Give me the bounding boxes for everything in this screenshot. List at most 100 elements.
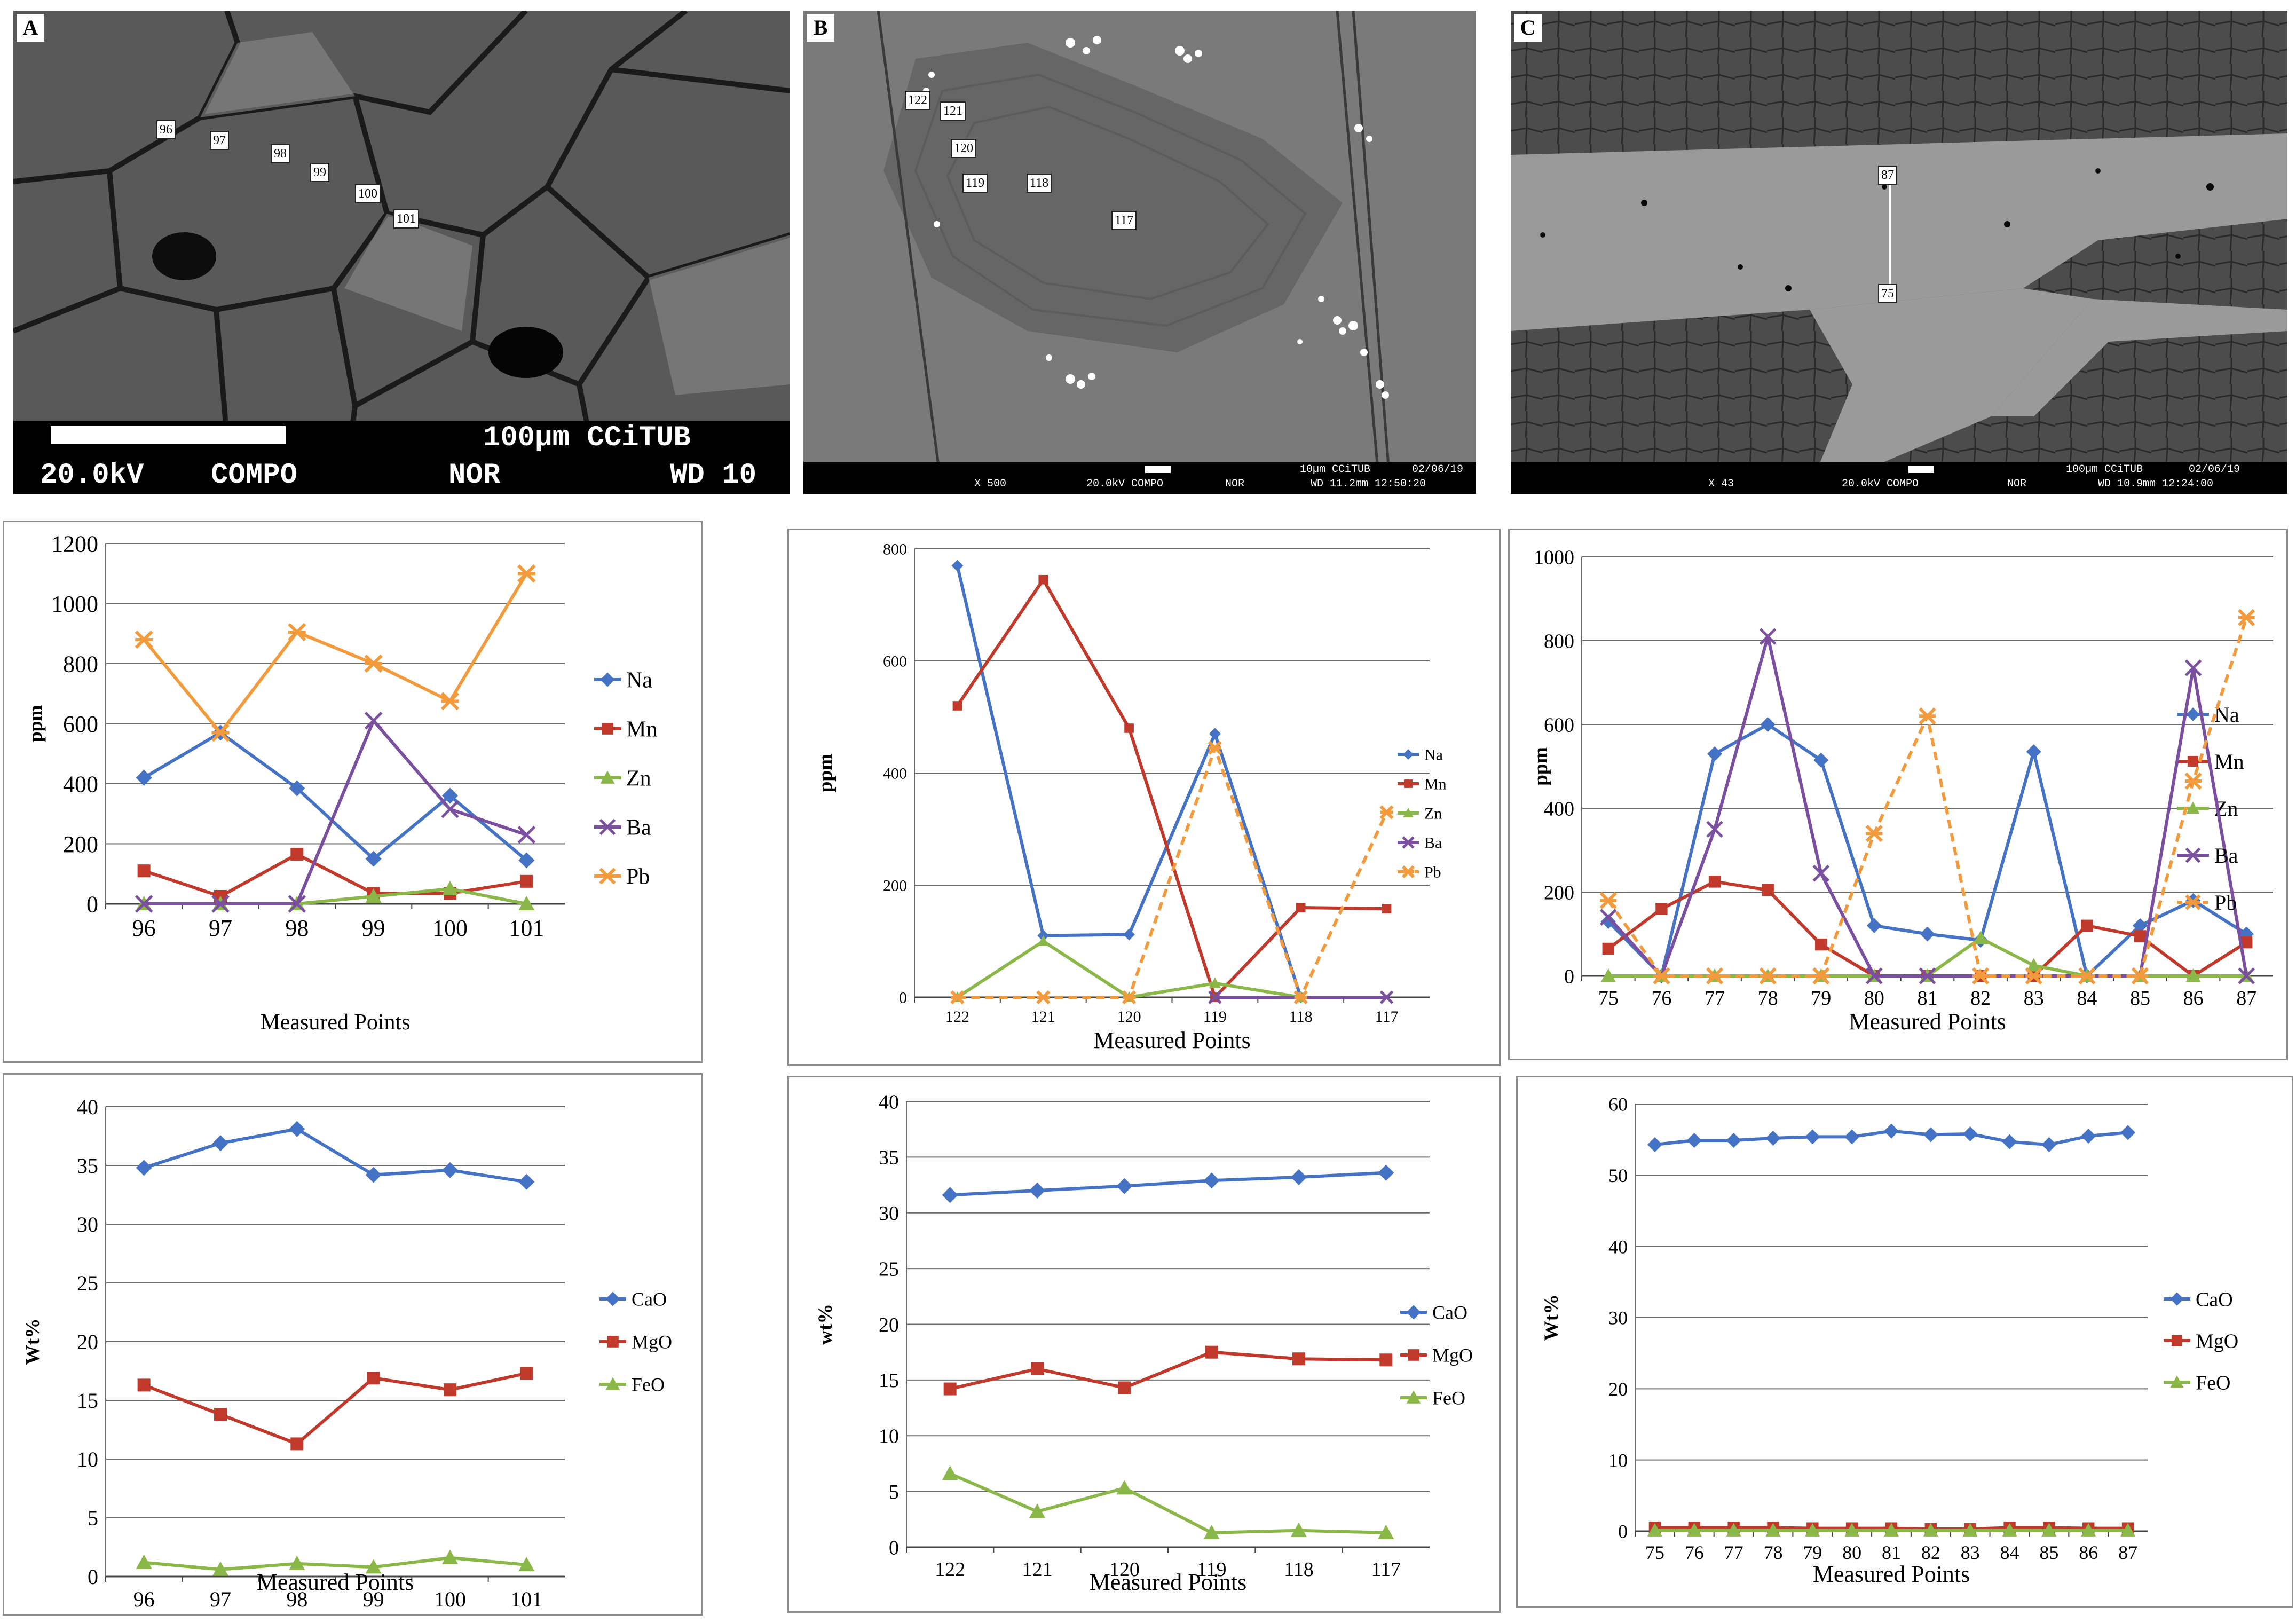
x-tick-label: 78 (1763, 1542, 1782, 1563)
data-point-zn (1037, 935, 1050, 946)
point-label: 121 (940, 101, 966, 121)
x-tick-label: 122 (935, 1558, 965, 1581)
data-point-mgo (1379, 1353, 1393, 1367)
series-line-cao (143, 1127, 527, 1184)
legend-label-mn: Mn (626, 718, 657, 742)
detector-text: NOR (2007, 478, 2027, 490)
data-point-pb (1706, 967, 1724, 985)
data-point-pb (2238, 609, 2255, 626)
x-tick-label: 100 (434, 1587, 466, 1611)
point-label: 99 (310, 163, 329, 182)
data-point-ba (211, 895, 230, 913)
y-tick-label: 20 (1608, 1378, 1628, 1400)
y-tick-label: 600 (883, 653, 907, 671)
data-point-ba (1759, 628, 1777, 645)
data-point-mgo (1205, 1345, 1218, 1359)
sem-image-b: B 122 121 120 119 118 117 10µm CCiTUB 02… (803, 11, 1476, 494)
point-label: 97 (210, 131, 229, 150)
legend-marker-ba (599, 818, 616, 836)
data-point-mgo (943, 1382, 957, 1396)
data-point-feo (518, 1557, 535, 1571)
data-point-feo (1647, 1523, 1662, 1537)
x-tick-label: 122 (945, 1008, 969, 1026)
data-point-feo (1378, 1524, 1394, 1539)
data-point-mgo (290, 1437, 304, 1451)
data-point-zn (518, 896, 535, 910)
series-line-feo (949, 1472, 1386, 1534)
data-point-feo (2041, 1523, 2057, 1537)
data-point-cao (1291, 1169, 1307, 1185)
x-tick-label: 81 (1882, 1542, 1901, 1563)
scale-bar (1145, 466, 1171, 473)
series-line-ba (144, 719, 527, 905)
legend-marker-na (1403, 749, 1414, 760)
data-point-na (1707, 746, 1723, 761)
kv-text: 20.0kV COMPO (1086, 478, 1164, 490)
data-point-zn (442, 880, 458, 895)
chart-trace-a: 0 200 400 600 800 1000 1200 96 97 98 99 100 101 Measu… (3, 521, 703, 1063)
data-point-cao (1686, 1133, 1702, 1148)
y-tick-label: 1000 (1534, 546, 1574, 569)
panel-a-label: A (17, 14, 44, 42)
y-tick-label: 40 (879, 1091, 899, 1113)
data-point-mn (1655, 903, 1668, 915)
y-tick-label: 10 (879, 1425, 899, 1448)
legend-label-na: Na (1424, 746, 1443, 764)
series-line-na (143, 731, 528, 862)
data-point-cao (1378, 1164, 1394, 1181)
data-point-cao (1962, 1126, 1978, 1141)
x-tick-label: 85 (2039, 1542, 2058, 1563)
y-tick-label: 35 (879, 1147, 899, 1169)
y-tick-label: 600 (1544, 714, 1574, 736)
data-point-pb (1865, 824, 1883, 842)
data-point-na (1813, 752, 1829, 768)
x-tick-label: 76 (1685, 1542, 1704, 1563)
point-label: 118 (1027, 174, 1052, 193)
x-tick-label: 118 (1289, 1008, 1313, 1026)
data-point-mn (520, 874, 533, 888)
x-tick-label: 98 (285, 915, 309, 941)
x-tick-label: 87 (2118, 1542, 2137, 1563)
y-tick-label: 800 (1544, 630, 1574, 652)
series-line-mn (143, 853, 527, 898)
date-text: 02/06/19 (1412, 463, 1464, 476)
x-tick-label: 96 (133, 1587, 155, 1611)
legend-marker-cao (605, 1291, 620, 1306)
legend-marker-mgo (1408, 1349, 1419, 1361)
y-tick-label: 400 (883, 765, 907, 783)
legend-label-feo: FeO (1432, 1388, 1465, 1409)
y-tick-label: 50 (1608, 1165, 1628, 1186)
legend-marker-feo (1406, 1390, 1421, 1404)
y-tick-label: 40 (77, 1095, 98, 1119)
data-point-cao (212, 1135, 228, 1152)
mode-text: COMPO (211, 459, 298, 492)
x-tick-label: 75 (1598, 987, 1619, 1010)
x-tick-label: 81 (1918, 987, 1938, 1010)
data-point-cao (1726, 1133, 1741, 1148)
data-point-feo (1203, 1524, 1220, 1539)
data-point-pb (1379, 805, 1394, 820)
data-point-cao (1884, 1123, 1899, 1139)
data-point-mn (2134, 930, 2147, 942)
data-point-cao (1029, 1183, 1045, 1199)
data-point-cao (1844, 1129, 1860, 1145)
data-point-feo (942, 1466, 958, 1480)
data-point-ba (441, 800, 459, 818)
data-point-feo (1291, 1522, 1307, 1537)
point-label: 122 (905, 91, 930, 110)
data-point-feo (212, 1561, 228, 1576)
data-point-cao (2081, 1129, 2096, 1144)
sem-image-c-texture (1511, 11, 2287, 494)
legend-label-feo: FeO (632, 1374, 665, 1396)
data-point-na (518, 852, 535, 869)
data-point-ba (288, 895, 306, 913)
data-point-cao (1116, 1178, 1133, 1194)
legend-marker-cao (1406, 1305, 1421, 1320)
legend-label-mgo: MgO (632, 1332, 672, 1353)
y-axis-title: ppm (1530, 747, 1552, 786)
y-tick-label: 5 (88, 1506, 98, 1530)
x-tick-label: 98 (286, 1587, 307, 1611)
point-label: 96 (156, 120, 176, 139)
x-tick-label: 77 (1705, 987, 1725, 1010)
data-point-feo (1686, 1523, 1702, 1537)
